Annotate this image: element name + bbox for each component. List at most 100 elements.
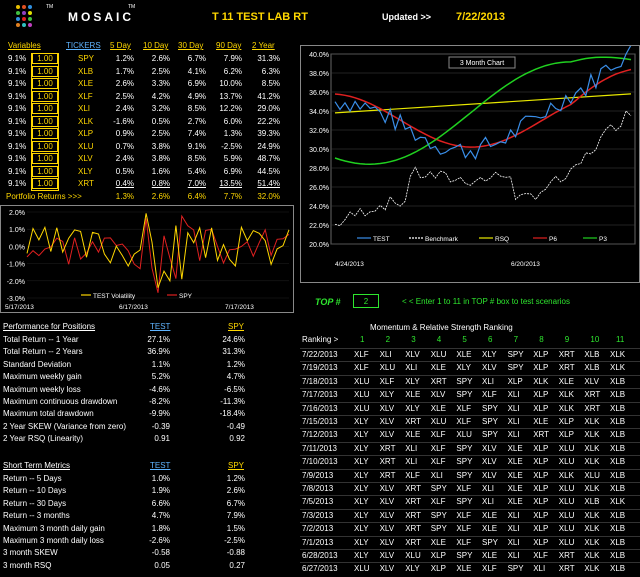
ranking-ticker: SPY — [482, 430, 499, 440]
header-90day: 90 Day — [216, 41, 242, 50]
return-2year: 22.2% — [257, 116, 280, 126]
variable-pct: 9.1% — [8, 79, 27, 88]
return-5day: 2.4% — [115, 154, 134, 163]
metric-row: Return -- 30 Days 6.6% 6.7% — [0, 499, 300, 510]
ranking-ticker: XLV — [379, 430, 395, 440]
ranking-date: 7/1/2013 — [302, 537, 334, 547]
ranking-ticker: XLP — [533, 443, 549, 453]
ranking-ticker: XLP — [558, 417, 574, 426]
ranking-ticker: XLU — [558, 537, 575, 547]
weight-input[interactable]: 1.00 — [32, 115, 58, 127]
ranking-row: 7/15/2013 XLY XLV XRT XLU XLF SPY XLI XLE XLP XLK X… — [300, 415, 640, 428]
ranking-ticker: XLV — [482, 470, 497, 480]
variable-pct: 9.1% — [8, 141, 27, 151]
return-5day: 0.9% — [115, 129, 134, 138]
metric-row: 3 month SKEW -0.58 -0.88 — [0, 548, 300, 559]
return-30day: 4.1% — [187, 66, 206, 76]
x-axis-label: 7/17/2013 — [225, 304, 254, 311]
metric-test: -4.6% — [149, 384, 170, 394]
short-term-col-test: TEST — [150, 461, 171, 470]
y-tick-label: -2.0% — [7, 279, 25, 286]
ranking-ticker: XLF — [456, 417, 472, 426]
metric-spy: -0.49 — [226, 421, 245, 431]
ranking-row: 6/28/2013 XLY XLV XLU XLP SPY XLE XLI XLF XRT XLK X… — [300, 549, 640, 562]
weight-input[interactable]: 1.00 — [32, 178, 58, 189]
ranking-ticker: XLI — [482, 497, 495, 507]
ranking-date: 7/16/2013 — [302, 403, 338, 413]
ranking-date: 7/22/2013 — [302, 350, 338, 359]
return-30day: 8.5% — [187, 104, 206, 113]
ranking-ticker: XLE — [507, 470, 523, 480]
ranking-ticker: XLU — [456, 430, 472, 440]
metric-label: Maximum 3 month daily gain — [3, 523, 105, 533]
weight-input[interactable]: 1.00 — [32, 90, 58, 102]
metric-test: 5.2% — [151, 372, 170, 382]
variable-pct: 9.1% — [8, 66, 27, 76]
legend-label: TEST Volatility — [93, 293, 136, 300]
ranking-row: 7/18/2013 XLU XLF XLY XRT SPY XLI XLP XLK XLE XLV X… — [300, 374, 640, 388]
weight-input[interactable]: 1.00 — [32, 128, 58, 139]
weight-input[interactable]: 1.00 — [32, 78, 58, 89]
weight-input[interactable]: 1.00 — [32, 140, 58, 152]
momentum-title: Momentum & Relative Strength Ranking — [370, 323, 513, 332]
return-2year: 31.3% — [257, 54, 280, 63]
weight-input[interactable]: 1.00 — [32, 165, 58, 177]
ranking-ticker: XLU — [558, 457, 575, 467]
ranking-ticker: XLI — [507, 390, 520, 400]
ranking-ticker: XLY — [354, 457, 369, 467]
return-30day: 6.7% — [187, 54, 206, 63]
ranking-row: 7/10/2013 XLY XRT XLI XLF SPY XLV XLE XLP XLU XLK X… — [300, 455, 640, 468]
weight-input[interactable]: 1.00 — [32, 65, 58, 77]
variables-row: 9.1% 1.00 XLB 1.7% 2.5% 4.1% 6.2% 6.3% — [0, 65, 300, 77]
metric-row: Return -- 5 Days 1.0% 1.2% — [0, 474, 300, 485]
ranking-ticker: XLE — [456, 350, 472, 359]
ranking-date: 6/28/2013 — [302, 551, 338, 560]
ranking-date: 7/9/2013 — [302, 470, 334, 480]
portfolio-90day: 7.7% — [223, 192, 242, 201]
ranking-date: 7/10/2013 — [302, 457, 338, 467]
ranking-ticker: XLE — [430, 363, 446, 373]
ranking-ticker: XLB — [610, 443, 626, 453]
variable-pct: 9.1% — [8, 129, 27, 138]
ranking-ticker: XLI — [405, 443, 418, 453]
y-tick-label: 26.0% — [309, 185, 329, 192]
y-tick-label: 30.0% — [309, 147, 329, 154]
y-tick-label: 1.0% — [9, 227, 25, 234]
ranking-ticker: XLU — [430, 417, 447, 426]
ranking-ticker: SPY — [456, 497, 473, 507]
top-number-input[interactable] — [353, 294, 379, 308]
ranking-ticker: XLY — [354, 497, 369, 507]
performance-col-test: TEST — [150, 322, 171, 331]
ranking-ticker: XLK — [584, 417, 600, 426]
ranking-ticker: XLB — [610, 470, 626, 480]
ranking-date: 7/11/2013 — [302, 443, 337, 453]
variable-pct: 9.1% — [8, 166, 27, 176]
weight-input[interactable]: 1.00 — [32, 153, 58, 164]
return-30day: 2.7% — [187, 116, 206, 126]
weight-input[interactable]: 1.00 — [32, 103, 58, 114]
ranking-ticker: XLK — [584, 524, 600, 534]
metric-test: 1.9% — [151, 486, 170, 496]
ranking-row: 7/3/2013 XLY XLV XRT SPY XLF XLE XLI XLP XLU XLK XL… — [300, 508, 640, 522]
metric-test: 4.7% — [151, 511, 170, 521]
rank-number: 3 — [411, 335, 416, 344]
ranking-ticker: XLE — [558, 376, 574, 386]
metric-test: 0.91 — [154, 434, 170, 444]
ranking-ticker: XLP — [533, 524, 549, 534]
ticker: XLE — [78, 79, 94, 88]
return-90day: 6.0% — [223, 116, 242, 126]
metric-spy: 2.6% — [226, 486, 245, 496]
ranking-row: 7/11/2013 XLY XRT XLI XLF SPY XLV XLE XLP XLU XLK X… — [300, 441, 640, 455]
metric-label: Return -- 10 Days — [3, 486, 67, 496]
y-tick-label: 36.0% — [309, 90, 329, 97]
metric-spy: -11.3% — [220, 397, 245, 406]
ranking-date: 7/17/2013 — [302, 390, 338, 400]
ranking-ticker: XLI — [482, 376, 495, 386]
ranking-label: Ranking > — [302, 335, 339, 344]
ranking-ticker: XLK — [558, 470, 574, 480]
metric-row: Standard Deviation 1.1% 1.2% — [0, 360, 300, 371]
ranking-ticker: XLI — [507, 524, 520, 534]
metric-test: -8.2% — [149, 397, 170, 406]
ranking-ticker: XLI — [482, 484, 495, 493]
ranking-ticker: XLK — [584, 564, 600, 574]
